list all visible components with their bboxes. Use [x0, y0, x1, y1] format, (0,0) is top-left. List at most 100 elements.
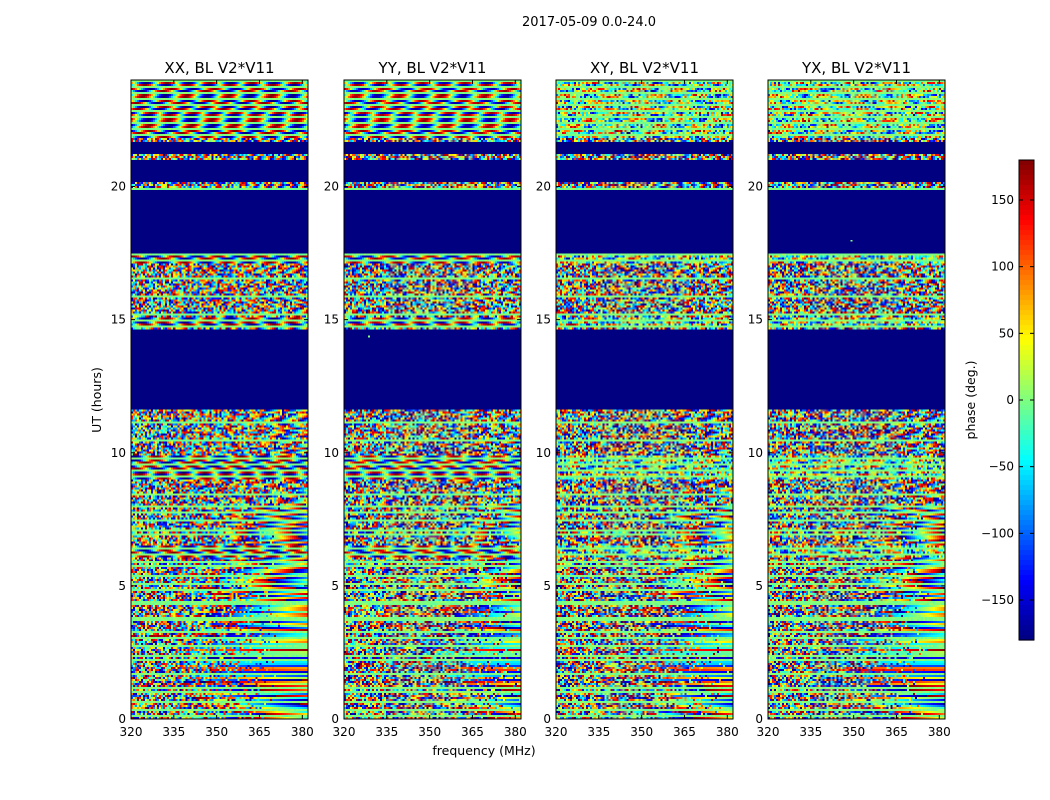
colorbar-segment [1019, 220, 1034, 226]
x-tick-label: 365 [248, 725, 271, 739]
panel-frame [767, 79, 946, 720]
panel-frame [130, 79, 309, 720]
colorbar-segment [1019, 505, 1034, 511]
phase-heatmap-4 [768, 80, 945, 719]
colorbar-segment [1019, 620, 1034, 626]
colorbar-segment [1019, 305, 1034, 311]
colorbar-segment [1019, 630, 1034, 636]
colorbar-segment [1019, 535, 1034, 541]
x-tick-label: 335 [587, 725, 610, 739]
colorbar-segment [1019, 525, 1034, 531]
colorbar-segment [1019, 350, 1034, 356]
panel-frame [343, 79, 522, 720]
x-tick-label: 335 [375, 725, 398, 739]
colorbar-segment [1019, 330, 1034, 336]
colorbar-segment [1019, 520, 1034, 526]
colorbar-segment [1019, 165, 1034, 171]
colorbar-segment [1019, 315, 1034, 321]
colorbar-tick-label: −50 [989, 460, 1014, 474]
figure-suptitle: 2017-05-09 0.0-24.0 [522, 15, 656, 30]
colorbar-tick-label: 0 [1006, 393, 1014, 407]
y-tick-label: 15 [536, 313, 551, 327]
colorbar-segment [1019, 310, 1034, 316]
colorbar-segment [1019, 390, 1034, 396]
x-tick-label: 365 [673, 725, 696, 739]
x-tick-label: 350 [842, 725, 865, 739]
colorbar-segment [1019, 160, 1034, 166]
colorbar-segment [1019, 480, 1034, 486]
colorbar-segment [1019, 435, 1034, 441]
colorbar-segment [1019, 395, 1034, 401]
colorbar-segment [1019, 190, 1034, 196]
colorbar-tick-label: 50 [999, 326, 1014, 340]
colorbar-segment [1019, 215, 1034, 221]
y-tick-label: 15 [324, 313, 339, 327]
y-tick-label: 5 [331, 579, 339, 593]
x-tick-label: 320 [333, 725, 356, 739]
colorbar-tick-label: −100 [981, 526, 1014, 540]
y-tick-label: 0 [118, 712, 126, 726]
colorbar-segment [1019, 335, 1034, 341]
y-tick-label: 0 [543, 712, 551, 726]
colorbar-segment [1019, 385, 1034, 391]
y-tick-label: 5 [543, 579, 551, 593]
y-axis-label: UT (hours) [89, 367, 104, 433]
x-axis-label: frequency (MHz) [432, 743, 535, 758]
panel-2: YY, BL V2*V11 320 335 350 365 380 0 5 10 15 20 [324, 59, 527, 739]
colorbar-segment [1019, 565, 1034, 571]
colorbar-segment [1019, 600, 1034, 606]
x-tick-label: 335 [799, 725, 822, 739]
x-tick-label: 350 [205, 725, 228, 739]
y-tick-label: 0 [331, 712, 339, 726]
colorbar-tick-label: 100 [991, 260, 1014, 274]
colorbar-segment [1019, 610, 1034, 616]
colorbar-segment [1019, 365, 1034, 371]
y-tick-label: 15 [748, 313, 763, 327]
colorbar-segment [1019, 380, 1034, 386]
phase-heatmap-1 [131, 80, 308, 719]
colorbar-segment [1019, 625, 1034, 631]
colorbar-segment [1019, 470, 1034, 476]
colorbar-segment [1019, 250, 1034, 256]
colorbar-segment [1019, 175, 1034, 181]
colorbar-tick-label: 150 [991, 193, 1014, 207]
phase-heatmap-3 [556, 80, 733, 719]
x-tick-label: 350 [630, 725, 653, 739]
colorbar-label: phase (deg.) [963, 361, 978, 440]
colorbar-segment [1019, 270, 1034, 276]
colorbar-segment [1019, 325, 1034, 331]
colorbar-segment [1019, 360, 1034, 366]
colorbar-segment [1019, 615, 1034, 621]
panel-title: XY, BL V2*V11 [590, 59, 699, 77]
colorbar-segment [1019, 570, 1034, 576]
colorbar-segment [1019, 240, 1034, 246]
colorbar-segment [1019, 235, 1034, 241]
colorbar-segment [1019, 635, 1034, 641]
x-tick-label: 380 [504, 725, 527, 739]
colorbar-segment [1019, 500, 1034, 506]
colorbar-segment [1019, 405, 1034, 411]
colorbar-segment [1019, 425, 1034, 431]
colorbar-segment [1019, 550, 1034, 556]
y-tick-label: 20 [111, 180, 126, 194]
colorbar-segment [1019, 245, 1034, 251]
colorbar-segment [1019, 370, 1034, 376]
colorbar-segment [1019, 580, 1034, 586]
colorbar-segment [1019, 475, 1034, 481]
colorbar-segment [1019, 225, 1034, 231]
panel-frame [555, 79, 734, 720]
colorbar-segment [1019, 355, 1034, 361]
panel-3: XY, BL V2*V11 320 335 350 365 380 0 5 10 15 20 [536, 59, 739, 739]
colorbar: −150 −100 −50 0 50 100 150 [981, 159, 1035, 641]
colorbar-segment [1019, 205, 1034, 211]
colorbar-segment [1019, 410, 1034, 416]
x-tick-label: 320 [545, 725, 568, 739]
colorbar-segment [1019, 185, 1034, 191]
colorbar-segment [1019, 560, 1034, 566]
y-tick-label: 5 [118, 579, 126, 593]
colorbar-segment [1019, 530, 1034, 536]
y-tick-label: 10 [111, 446, 126, 460]
panel-title: YY, BL V2*V11 [378, 59, 487, 77]
y-tick-label: 15 [111, 313, 126, 327]
